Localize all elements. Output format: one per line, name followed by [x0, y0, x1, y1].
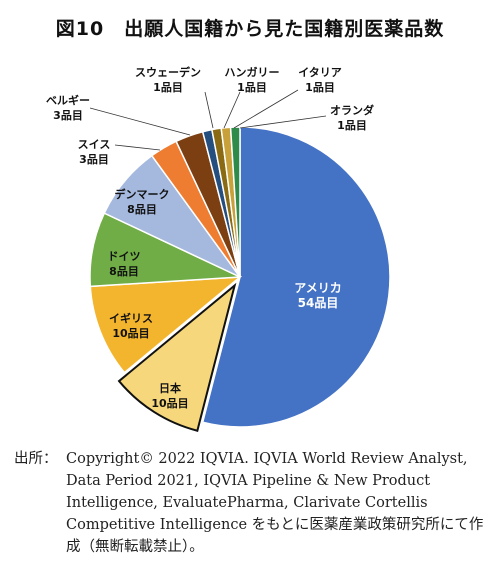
slice-value-label: 1品目: [153, 81, 183, 94]
slice-name-label: ベルギー: [46, 93, 90, 107]
leader-line: [223, 91, 241, 129]
pie-slices: [89, 126, 391, 432]
slice-name-label: 日本: [159, 381, 181, 395]
slice-value-label: 10品目: [151, 397, 188, 410]
slice-name-label: イギリス: [109, 311, 153, 325]
source-prefix: 出所：: [14, 451, 58, 467]
pie-slice: [89, 276, 243, 374]
chart-title: 図10 出願人国籍から見た国籍別医薬品数: [55, 18, 445, 40]
pie-slice: [201, 126, 391, 428]
leader-line: [114, 144, 161, 151]
slice-value-label: 8品目: [127, 203, 157, 216]
slice-name-label: イタリア: [298, 66, 342, 79]
slice-name-label: スイス: [78, 138, 111, 151]
leader-line: [233, 89, 299, 129]
slice-value-label: 54品目: [298, 296, 339, 310]
slice-name-label: ハンガリー: [225, 65, 280, 79]
slice-value-label: 3品目: [53, 109, 83, 122]
slice-name-label: デンマーク: [115, 187, 170, 201]
slice-name-label: スウェーデン: [135, 65, 201, 79]
slice-value-label: 10品目: [112, 327, 149, 340]
slice-value-label: 1品目: [237, 81, 267, 94]
leader-line: [89, 107, 191, 136]
slice-name-label: アメリカ: [294, 281, 341, 295]
leader-line: [239, 115, 327, 129]
slice-name-label: ドイツ: [108, 250, 141, 263]
slice-value-label: 3品目: [79, 153, 109, 166]
pie-slice: [117, 282, 237, 432]
source-text: Copyright© 2022 IQVIA. IQVIA World Revie…: [66, 451, 484, 555]
slice-name-label: オランダ: [330, 103, 374, 117]
source-note: 出所： Copyright© 2022 IQVIA. IQVIA World R…: [14, 448, 490, 558]
slice-value-label: 8品目: [109, 265, 139, 278]
slice-value-label: 1品目: [337, 119, 367, 132]
leader-line: [204, 91, 214, 129]
slice-value-label: 1品目: [305, 81, 335, 94]
leader-lines: [89, 89, 327, 151]
